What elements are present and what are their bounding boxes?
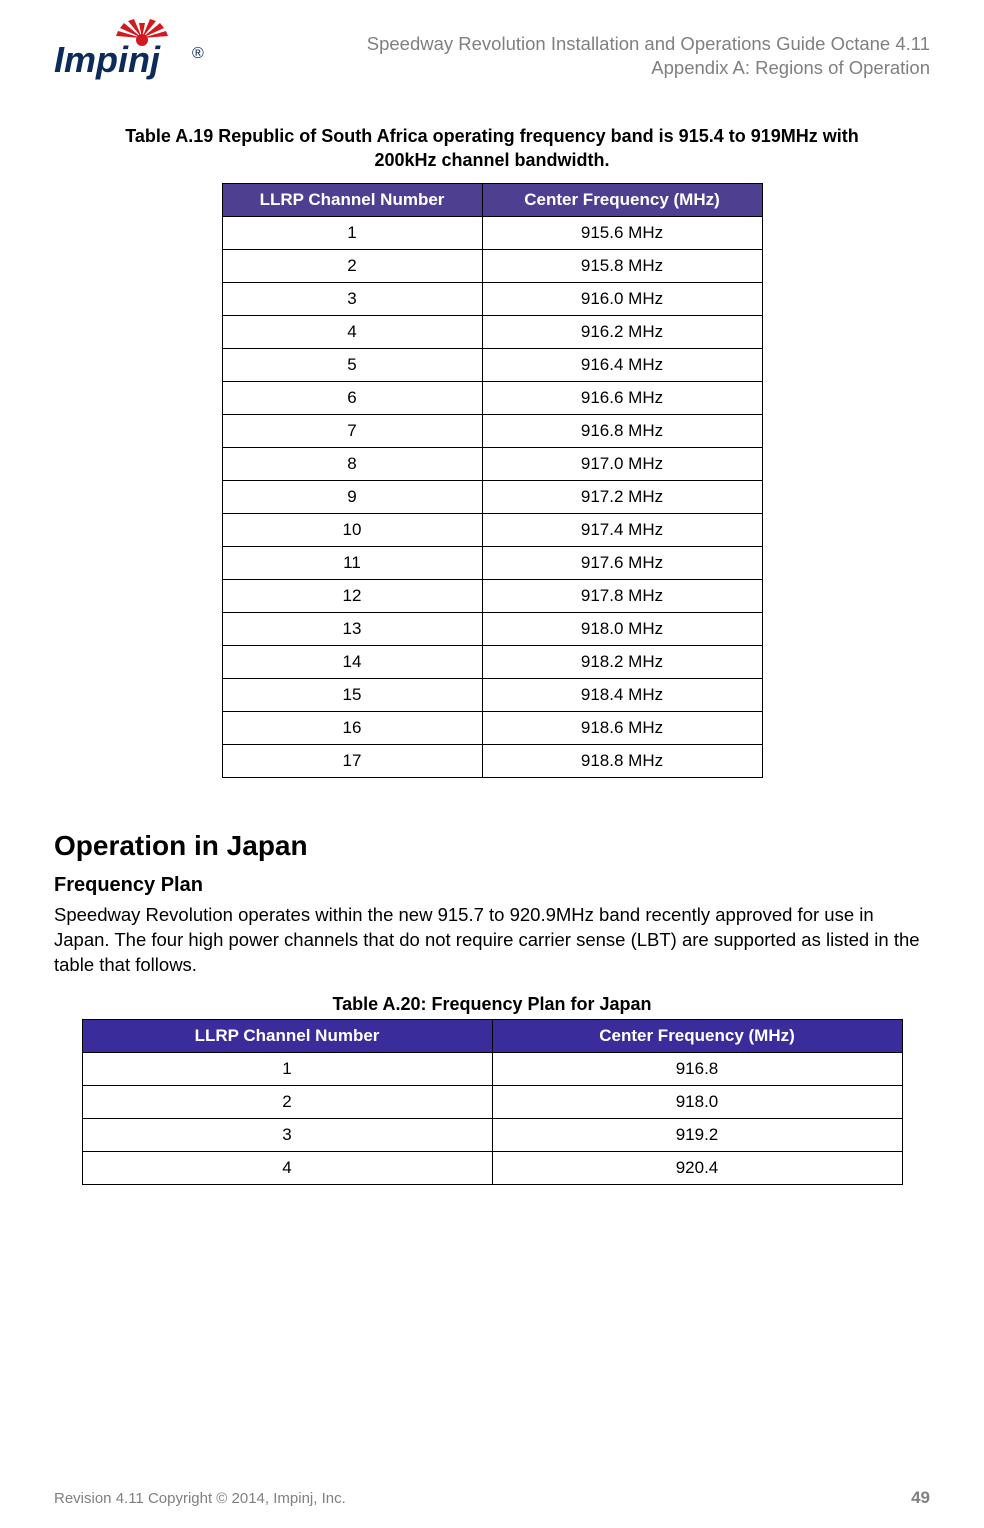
table-row: 12917.8 MHz bbox=[222, 579, 762, 612]
section-heading-japan: Operation in Japan bbox=[54, 830, 930, 862]
table-cell: 917.6 MHz bbox=[482, 546, 762, 579]
table-cell: 919.2 bbox=[492, 1118, 902, 1151]
caption-line1: Table A.19 Republic of South Africa oper… bbox=[125, 126, 858, 146]
table-cell: 10 bbox=[222, 513, 482, 546]
table-row: 6916.6 MHz bbox=[222, 381, 762, 414]
table-row: 2918.0 bbox=[82, 1085, 902, 1118]
table-row: 9917.2 MHz bbox=[222, 480, 762, 513]
table-cell: 1 bbox=[82, 1052, 492, 1085]
table-cell: 4 bbox=[82, 1151, 492, 1184]
table-cell: 915.8 MHz bbox=[482, 249, 762, 282]
header-line1: Speedway Revolution Installation and Ope… bbox=[367, 32, 930, 56]
header-text: Speedway Revolution Installation and Ope… bbox=[367, 32, 930, 80]
column-header: Center Frequency (MHz) bbox=[482, 183, 762, 216]
table-cell: 915.6 MHz bbox=[482, 216, 762, 249]
table-cell: 9 bbox=[222, 480, 482, 513]
table-row: 1916.8 bbox=[82, 1052, 902, 1085]
table-cell: 917.0 MHz bbox=[482, 447, 762, 480]
page-header: Impinj ® Speedway Revolution Installatio… bbox=[54, 18, 930, 84]
page-footer: Revision 4.11 Copyright © 2014, Impinj, … bbox=[54, 1488, 930, 1508]
table-cell: 916.8 bbox=[492, 1052, 902, 1085]
table-a20-caption: Table A.20: Frequency Plan for Japan bbox=[54, 994, 930, 1015]
table-row: 15918.4 MHz bbox=[222, 678, 762, 711]
table-cell: 5 bbox=[222, 348, 482, 381]
table-cell: 7 bbox=[222, 414, 482, 447]
table-cell: 3 bbox=[222, 282, 482, 315]
table-cell: 8 bbox=[222, 447, 482, 480]
column-header: LLRP Channel Number bbox=[222, 183, 482, 216]
table-a19-caption: Table A.19 Republic of South Africa oper… bbox=[54, 124, 930, 173]
table-cell: 6 bbox=[222, 381, 482, 414]
table-cell: 2 bbox=[82, 1085, 492, 1118]
table-cell: 917.2 MHz bbox=[482, 480, 762, 513]
table-cell: 918.4 MHz bbox=[482, 678, 762, 711]
table-cell: 16 bbox=[222, 711, 482, 744]
table-cell: 920.4 bbox=[492, 1151, 902, 1184]
column-header: Center Frequency (MHz) bbox=[492, 1019, 902, 1052]
table-cell: 916.2 MHz bbox=[482, 315, 762, 348]
table-cell: 13 bbox=[222, 612, 482, 645]
table-cell: 918.0 MHz bbox=[482, 612, 762, 645]
table-cell: 916.8 MHz bbox=[482, 414, 762, 447]
table-cell: 917.8 MHz bbox=[482, 579, 762, 612]
table-cell: 1 bbox=[222, 216, 482, 249]
table-cell: 918.6 MHz bbox=[482, 711, 762, 744]
table-cell: 3 bbox=[82, 1118, 492, 1151]
table-cell: 17 bbox=[222, 744, 482, 777]
table-cell: 917.4 MHz bbox=[482, 513, 762, 546]
table-row: 4916.2 MHz bbox=[222, 315, 762, 348]
table-row: 11917.6 MHz bbox=[222, 546, 762, 579]
table-cell: 2 bbox=[222, 249, 482, 282]
table-cell: 12 bbox=[222, 579, 482, 612]
table-cell: 916.4 MHz bbox=[482, 348, 762, 381]
table-a20: LLRP Channel NumberCenter Frequency (MHz… bbox=[82, 1019, 903, 1185]
impinj-logo: Impinj ® bbox=[54, 18, 234, 80]
japan-body-text: Speedway Revolution operates within the … bbox=[54, 903, 930, 978]
table-row: 5916.4 MHz bbox=[222, 348, 762, 381]
caption-line2: 200kHz channel bandwidth. bbox=[374, 150, 609, 170]
table-cell: 4 bbox=[222, 315, 482, 348]
table-row: 13918.0 MHz bbox=[222, 612, 762, 645]
footer-left: Revision 4.11 Copyright © 2014, Impinj, … bbox=[54, 1490, 346, 1507]
svg-text:®: ® bbox=[192, 45, 204, 62]
table-row: 10917.4 MHz bbox=[222, 513, 762, 546]
table-row: 16918.6 MHz bbox=[222, 711, 762, 744]
table-cell: 918.8 MHz bbox=[482, 744, 762, 777]
table-row: 3916.0 MHz bbox=[222, 282, 762, 315]
table-cell: 918.2 MHz bbox=[482, 645, 762, 678]
table-row: 8917.0 MHz bbox=[222, 447, 762, 480]
table-cell: 15 bbox=[222, 678, 482, 711]
header-line2: Appendix A: Regions of Operation bbox=[367, 56, 930, 80]
table-row: 14918.2 MHz bbox=[222, 645, 762, 678]
column-header: LLRP Channel Number bbox=[82, 1019, 492, 1052]
table-cell: 918.0 bbox=[492, 1085, 902, 1118]
page-number: 49 bbox=[911, 1488, 930, 1508]
table-cell: 916.0 MHz bbox=[482, 282, 762, 315]
table-row: 1915.6 MHz bbox=[222, 216, 762, 249]
table-cell: 11 bbox=[222, 546, 482, 579]
svg-text:Impinj: Impinj bbox=[54, 39, 161, 80]
table-cell: 916.6 MHz bbox=[482, 381, 762, 414]
table-row: 2915.8 MHz bbox=[222, 249, 762, 282]
table-row: 3919.2 bbox=[82, 1118, 902, 1151]
table-row: 4920.4 bbox=[82, 1151, 902, 1184]
sub-heading-frequency-plan: Frequency Plan bbox=[54, 874, 930, 897]
table-cell: 14 bbox=[222, 645, 482, 678]
table-row: 7916.8 MHz bbox=[222, 414, 762, 447]
table-row: 17918.8 MHz bbox=[222, 744, 762, 777]
table-a19: LLRP Channel NumberCenter Frequency (MHz… bbox=[222, 183, 763, 778]
